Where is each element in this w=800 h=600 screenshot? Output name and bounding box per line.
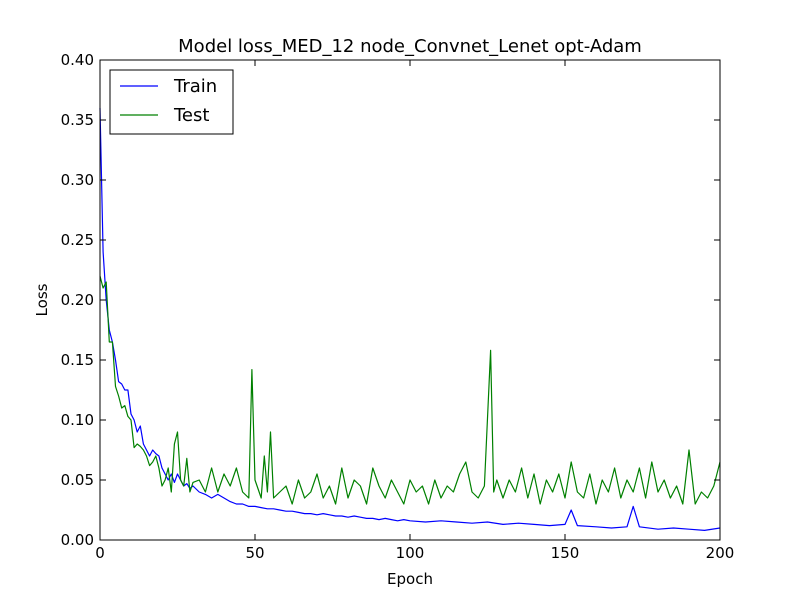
y-tick-label: 0.05 — [61, 471, 94, 489]
y-tick-label: 0.20 — [61, 291, 94, 309]
x-tick-label: 100 — [396, 544, 425, 562]
y-tick-label: 0.10 — [61, 411, 94, 429]
x-tick-label: 150 — [551, 544, 580, 562]
legend: Train Test — [109, 69, 234, 135]
y-axis-label: Loss — [33, 283, 51, 316]
series-line-test — [99, 275, 721, 505]
chart-title: Model loss_MED_12 node_Convnet_Lenet opt… — [178, 36, 642, 57]
y-tick-label: 0.25 — [61, 231, 94, 249]
legend-label-train: Train — [173, 76, 217, 97]
y-tick-label: 0.15 — [61, 351, 94, 369]
x-axis-label: Epoch — [387, 570, 433, 588]
x-tick-label: 0 — [95, 544, 105, 562]
y-tick-label: 0.35 — [61, 111, 94, 129]
x-tick-label: 50 — [245, 544, 264, 562]
y-tick-label: 0.40 — [61, 51, 94, 69]
y-tick-label: 0.30 — [61, 171, 94, 189]
series-line-train — [99, 107, 721, 531]
legend-label-test: Test — [173, 105, 209, 126]
x-tick-label: 200 — [706, 544, 735, 562]
legend-box — [109, 69, 234, 135]
y-tick-label: 0.00 — [61, 531, 94, 549]
series-layer — [99, 107, 721, 531]
ticks-layer: 0 50 100 150 200 0.00 0.05 0.10 0.15 0.20 0.25 0.30… — [61, 51, 735, 562]
